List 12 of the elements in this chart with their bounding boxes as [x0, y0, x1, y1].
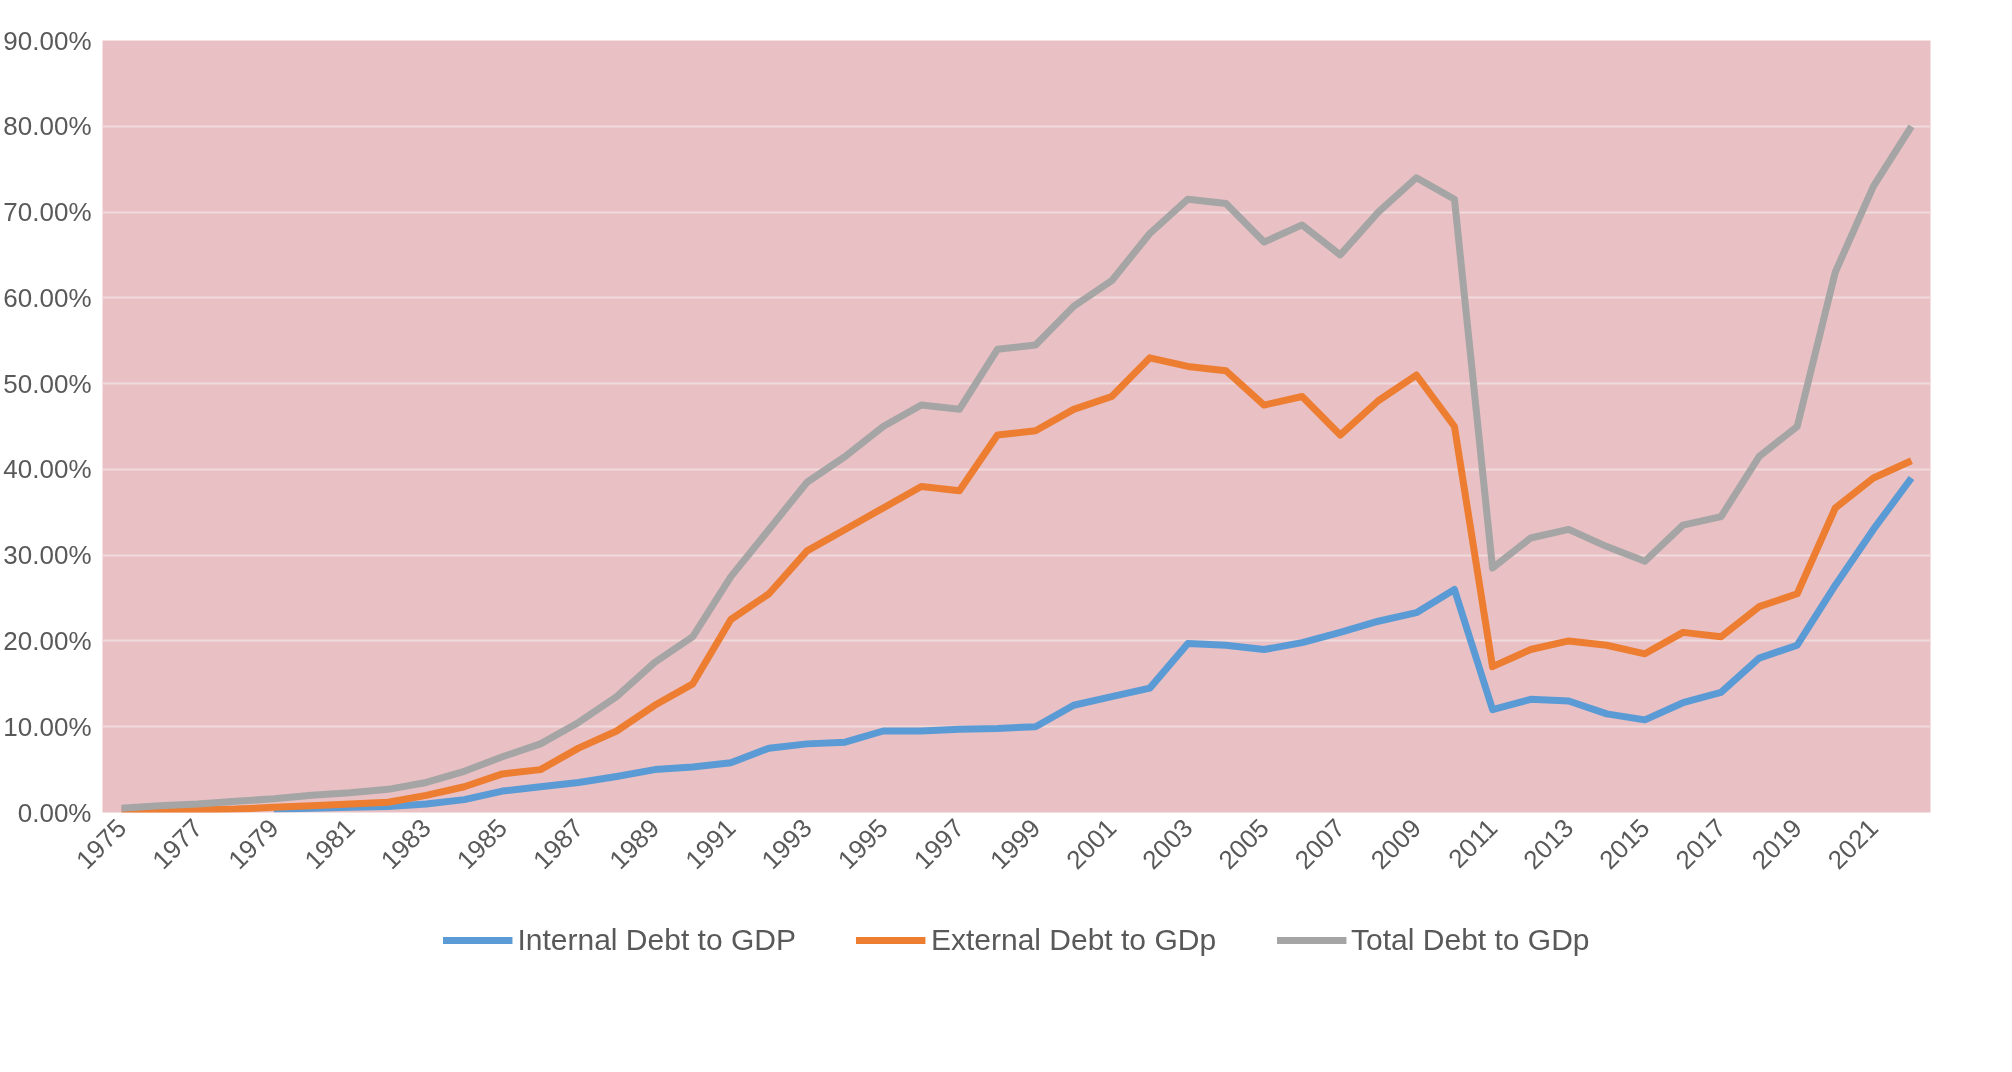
legend-label: Total Debt to GDp	[1351, 923, 1590, 957]
y-tick-label: 80.00%	[3, 111, 92, 142]
legend-label: External Debt to GDp	[930, 923, 1217, 957]
legend-label: Internal Debt to GDP	[517, 923, 796, 957]
y-tick-label: 70.00%	[3, 197, 92, 228]
y-tick-label: 20.00%	[3, 625, 92, 656]
y-tick-label: 50.00%	[3, 368, 92, 399]
y-tick-label: 60.00%	[3, 282, 92, 313]
y-tick-label: 30.00%	[3, 540, 92, 571]
y-tick-label: 90.00%	[3, 25, 92, 56]
y-tick-label: 10.00%	[3, 711, 92, 742]
y-tick-label: 40.00%	[3, 454, 92, 485]
